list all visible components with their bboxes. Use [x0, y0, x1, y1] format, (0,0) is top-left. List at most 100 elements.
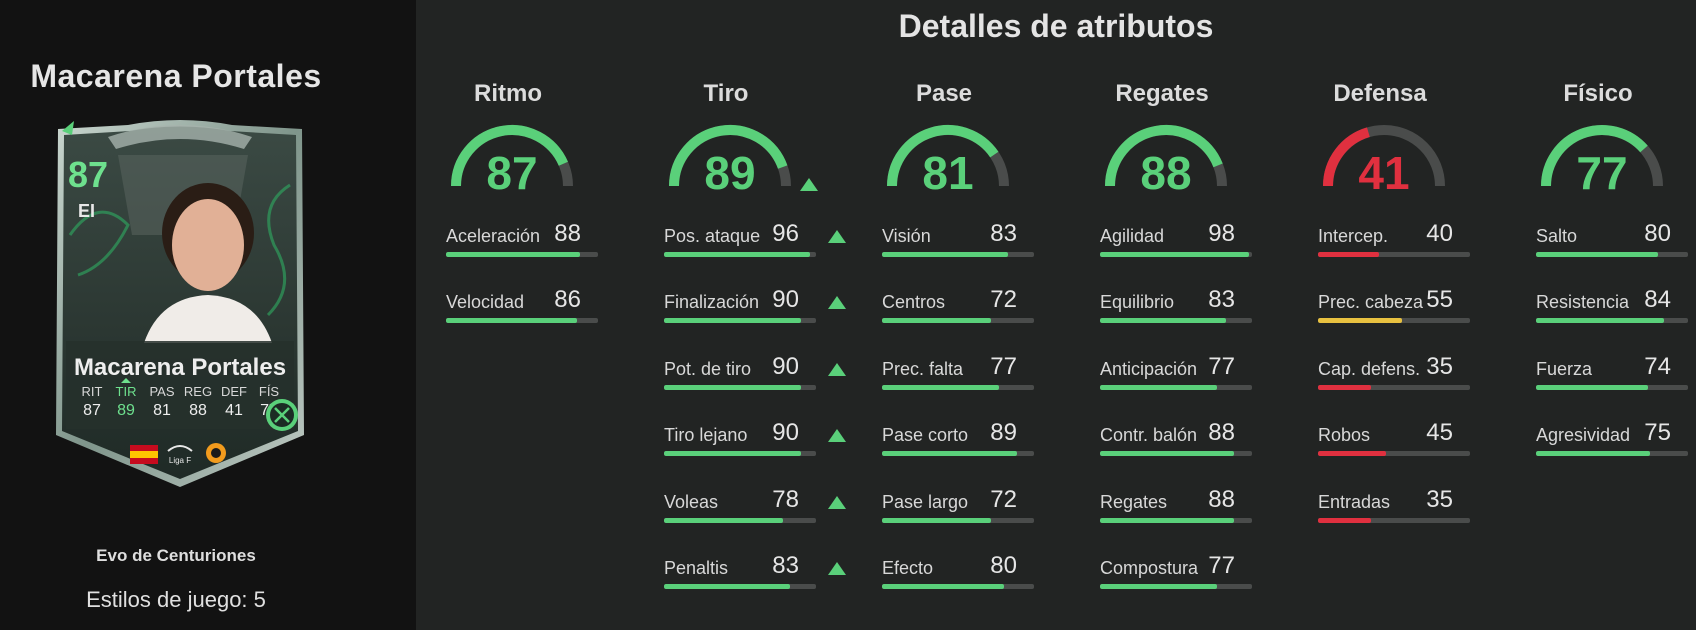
stat-value: 78	[772, 486, 799, 513]
attribute-stat-row[interactable]: Entradas 35	[1318, 484, 1498, 524]
attribute-stat-row[interactable]: Contr. balón 88	[1100, 417, 1280, 457]
card-stat-labels: RIT TIR PAS REG DEF FÍS	[82, 384, 280, 399]
attribute-stat-row[interactable]: Pase largo 72	[882, 484, 1062, 524]
category-title: Ritmo	[474, 80, 542, 107]
card-position: EI	[78, 201, 95, 221]
upgrade-arrow-icon	[828, 562, 846, 575]
stat-label: Velocidad	[446, 292, 525, 312]
attribute-stat-row[interactable]: Salto 80	[1536, 218, 1696, 258]
attribute-stat-row[interactable]: Centros 72	[882, 284, 1062, 324]
player-card[interactable]: 87 EI Macarena Portales RIT TIR PAS REG …	[48, 115, 312, 487]
upgrade-arrow-icon	[828, 496, 846, 509]
attribute-stat-row[interactable]: Pase corto 89	[882, 417, 1062, 457]
upgrade-arrow-icon	[800, 178, 818, 191]
card-stat-value: 87	[83, 402, 101, 419]
stat-value: 90	[772, 353, 799, 380]
section-title: Detalles de atributos	[898, 8, 1214, 44]
gauge-fill	[669, 125, 788, 187]
stat-label: Prec. cabeza	[1318, 292, 1424, 312]
stat-value: 86	[554, 286, 581, 313]
stat-label: Finalización	[664, 292, 760, 312]
card-green-swirl-left	[68, 210, 130, 277]
stat-label: Efecto	[882, 558, 934, 578]
attribute-stat-row[interactable]: Aceleración 88	[446, 218, 626, 258]
stat-value: 75	[1644, 419, 1671, 446]
attribute-stat-row[interactable]: Tiro lejano 90	[664, 417, 846, 457]
stat-bar-fill	[1536, 318, 1664, 323]
card-stat-label: PAS	[149, 384, 174, 399]
stat-label: Entradas	[1318, 492, 1391, 512]
attribute-stat-row[interactable]: Anticipación 77	[1100, 351, 1280, 391]
stat-value: 55	[1426, 286, 1453, 313]
attribute-stat-row[interactable]: Pot. de tiro 90	[664, 351, 846, 391]
card-stat-value: 89	[117, 402, 135, 419]
playstyles-count: Estilos de juego: 5	[86, 587, 266, 612]
stat-label: Resistencia	[1536, 292, 1630, 312]
attribute-stat-row[interactable]: Pos. ataque 96	[664, 218, 846, 258]
stat-bar	[1318, 385, 1470, 390]
attribute-stat-row[interactable]: Cap. defens. 35	[1318, 351, 1498, 391]
attribute-column-2: Pase 81 Visión 83 Centros 72 Prec. falta 77 Pase…	[864, 0, 1034, 630]
card-stat-label: FÍS	[259, 384, 280, 399]
stat-bar-fill	[882, 518, 992, 523]
stat-value: 80	[1644, 220, 1671, 247]
stat-bar	[882, 451, 1034, 456]
attribute-stat-row[interactable]: Penaltis 83	[664, 550, 846, 590]
stat-bar-fill	[664, 451, 801, 456]
stat-value: 35	[1426, 486, 1453, 513]
stat-bar	[664, 385, 816, 390]
category-title: Regates	[1115, 80, 1209, 107]
attribute-stat-row[interactable]: Efecto 80	[882, 550, 1062, 590]
stat-bar-fill	[882, 451, 1018, 456]
attribute-stat-row[interactable]: Agresividad 75	[1536, 417, 1696, 457]
category-gauge	[451, 125, 573, 187]
attribute-stat-row[interactable]: Prec. cabeza 55	[1318, 284, 1498, 324]
stat-bar-fill	[664, 584, 791, 589]
category-title: Tiro	[703, 80, 749, 107]
stat-label: Tiro lejano	[664, 425, 748, 445]
attribute-stat-row[interactable]: Resistencia 84	[1536, 284, 1696, 324]
attribute-stat-row[interactable]: Voleas 78	[664, 484, 846, 524]
attribute-stat-row[interactable]: Prec. falta 77	[882, 351, 1062, 391]
stat-bar	[1100, 318, 1252, 323]
rating-up-arrow-icon	[62, 121, 74, 135]
evolution-icon	[266, 399, 298, 431]
card-stat-label: RIT	[82, 384, 103, 399]
attribute-stat-row[interactable]: Compostura 77	[1100, 550, 1280, 590]
stat-bar	[664, 252, 816, 257]
stat-bar-fill	[1536, 451, 1650, 456]
stat-label: Contr. balón	[1100, 425, 1198, 445]
upgrade-arrow-icon	[828, 429, 846, 442]
category-gauge	[1323, 125, 1445, 187]
stat-value: 35	[1426, 353, 1453, 380]
card-stat-value: 41	[225, 402, 243, 419]
stat-bar	[882, 318, 1034, 323]
category-title: Defensa	[1333, 80, 1427, 107]
attribute-stat-row[interactable]: Fuerza 74	[1536, 351, 1696, 391]
stat-value: 83	[990, 220, 1017, 247]
category-title: Físico	[1563, 80, 1633, 107]
stat-bar	[1100, 385, 1252, 390]
attribute-stat-row[interactable]: Finalización 90	[664, 284, 846, 324]
stat-bar-fill	[446, 252, 580, 257]
stat-bar	[664, 584, 816, 589]
stat-bar-fill	[1536, 252, 1658, 257]
stat-value: 77	[1208, 353, 1235, 380]
stat-bar	[446, 252, 598, 257]
attribute-column-3: Regates 88 Agilidad 98 Equilibrio 83 Anticipac…	[1082, 0, 1252, 630]
stat-label: Pot. de tiro	[664, 359, 752, 379]
stat-value: 84	[1644, 286, 1671, 313]
stat-label: Centros	[882, 292, 946, 312]
attribute-stat-row[interactable]: Regates 88	[1100, 484, 1280, 524]
attribute-stat-row[interactable]: Visión 83	[882, 218, 1062, 258]
attribute-stat-row[interactable]: Robos 45	[1318, 417, 1498, 457]
stat-label: Pase corto	[882, 425, 969, 445]
stat-value: 96	[772, 220, 799, 247]
attribute-stat-row[interactable]: Equilibrio 83	[1100, 284, 1280, 324]
attribute-stat-row[interactable]: Velocidad 86	[446, 284, 626, 324]
stat-bar-fill	[1318, 518, 1372, 523]
attribute-stat-row[interactable]: Intercep. 40	[1318, 218, 1498, 258]
card-rating: 87	[68, 154, 108, 195]
stat-bar-fill	[664, 318, 801, 323]
attribute-stat-row[interactable]: Agilidad 98	[1100, 218, 1280, 258]
